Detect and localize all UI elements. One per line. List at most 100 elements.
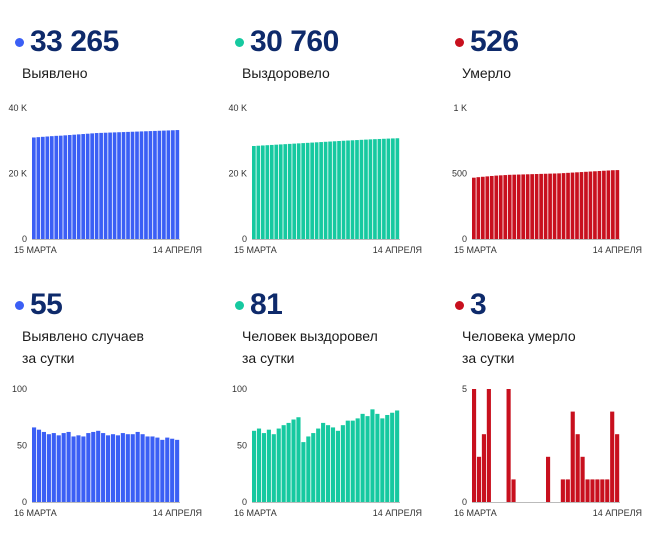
bar [256,428,262,502]
bullet-dot-icon [455,37,464,47]
bar [160,439,165,502]
bar [350,420,355,502]
bar [145,436,150,502]
headline: 30 760 [232,22,339,62]
bar [494,175,499,239]
bar [125,434,130,502]
metric-label-line: за сутки [242,350,295,366]
metric-value: 81 [250,288,283,321]
x-end-label: 14 АПРЕЛЯ [153,245,202,255]
y-tick-label: 0 [22,497,27,507]
bar [90,133,94,239]
bar [155,437,160,502]
bar [395,138,400,239]
bar [314,142,319,239]
y-tick-label: 100 [232,385,247,394]
bar [153,130,157,239]
bar [560,479,565,502]
bar [283,144,288,239]
x-start-label: 16 МАРТА [14,508,57,518]
bar [117,132,121,239]
metric-label-line: Человека умерло [462,328,576,344]
metric-value: 3 [470,288,487,321]
chart-svg: 0 5 16 МАРТА 14 АПРЕЛЯ [454,384,642,518]
bullet-dot-icon [455,300,464,310]
bar [49,136,54,239]
bar [252,145,256,239]
bar [86,433,91,502]
y-tick-label: 50 [237,441,247,451]
bar [391,138,395,239]
bar [110,434,116,502]
y-tick-label: 5 [462,385,467,394]
metric-label-line: за сутки [462,350,515,366]
bar [61,433,66,502]
bar [588,171,593,239]
bar [130,434,135,502]
x-end-label: 14 АПРЕЛЯ [373,245,422,255]
headline: 526 [452,22,519,62]
bar [108,132,112,239]
bar [506,389,511,502]
bar [139,131,144,239]
bar [32,427,37,502]
x-start-label: 16 МАРТА [234,508,277,518]
bar [171,130,175,239]
bar [359,139,364,239]
bar [561,173,566,239]
bar-chart: 0 20 K 40 K 15 МАРТА 14 АПРЕЛЯ [2,103,207,264]
metric-label: Человека умерло за сутки [462,325,576,369]
bar [41,431,46,502]
bar [539,173,543,239]
bar [472,389,477,502]
x-start-label: 15 МАРТА [14,245,57,255]
bar [140,434,145,502]
metric-label: Умерло [462,62,511,84]
metric-label: Человек выздоровел за сутки [242,325,378,369]
metric-value: 55 [30,288,63,321]
bar [328,141,332,239]
bar [512,174,517,239]
bar-chart: 0 20 K 40 K 15 МАРТА 14 АПРЕЛЯ [222,103,427,264]
bar [476,456,482,502]
bar [584,171,588,239]
y-tick-label: 20 K [8,169,27,179]
bar [615,434,620,502]
bar [56,435,61,502]
headline: 33 265 [12,22,119,62]
bullet-dot-icon [15,37,24,47]
bar-chart: 0 5 16 МАРТА 14 АПРЕЛЯ [442,384,647,527]
metric-label-line: Выявлено [22,65,88,81]
bar [585,479,590,502]
bar [112,132,117,239]
x-start-label: 15 МАРТА [454,245,497,255]
bar [602,170,606,239]
panel-detected-daily: 55 Выявлено случаев за сутки 0 50 100 16 МАРТА… [12,285,222,540]
x-end-label: 14 АПРЕЛЯ [593,508,642,518]
bar [570,172,575,239]
panel-detected-total: 33 265 Выявлено 0 20 K 40 K 15 МАРТА 14 АПРЕЛЯ [8,22,222,277]
bar [511,479,516,502]
x-end-label: 14 АПРЕЛЯ [593,245,642,255]
bar [115,435,120,502]
bar [610,411,615,502]
bar [606,170,611,239]
bar [71,436,76,502]
bar [256,145,261,239]
bar [385,414,390,502]
metric-label: Выявлено случаев за сутки [22,325,144,369]
metric-value: 33 265 [30,25,119,58]
bar [382,138,386,239]
bar [305,142,310,239]
headline: 55 [12,285,63,325]
chart-svg: 0 20 K 40 K 15 МАРТА 14 АПРЕЛЯ [228,103,422,255]
bar-chart: 0 500 1 K 15 МАРТА 14 АПРЕЛЯ [442,103,647,264]
bar [103,132,108,239]
bar [157,130,162,239]
bar [72,134,77,239]
bar [355,418,360,502]
bar [301,442,306,502]
y-tick-label: 20 K [228,169,247,179]
metric-label-line: Выявлено случаев [22,328,144,344]
bar [58,135,63,239]
